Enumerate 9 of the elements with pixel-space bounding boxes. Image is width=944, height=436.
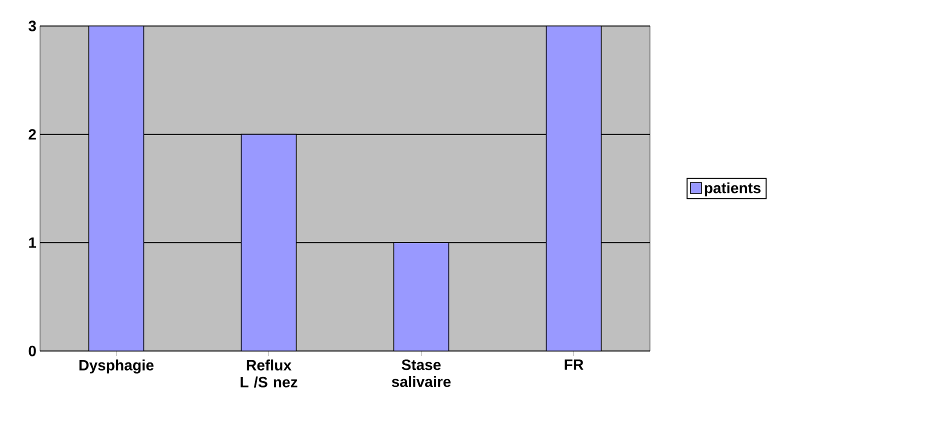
x-tick-label: Stase salivaire [392,360,451,388]
y-tick-label: 2 [28,129,36,140]
y-tick-label: 0 [28,346,36,356]
x-tick-label: FR [564,360,584,370]
y-tick-label: 3 [28,20,36,32]
legend-label: patients [704,182,761,196]
y-tick-label: 1 [29,238,36,248]
x-tick-label: Dysphagie [79,360,154,374]
x-tick-label: Reflux L /S nez [240,360,298,388]
